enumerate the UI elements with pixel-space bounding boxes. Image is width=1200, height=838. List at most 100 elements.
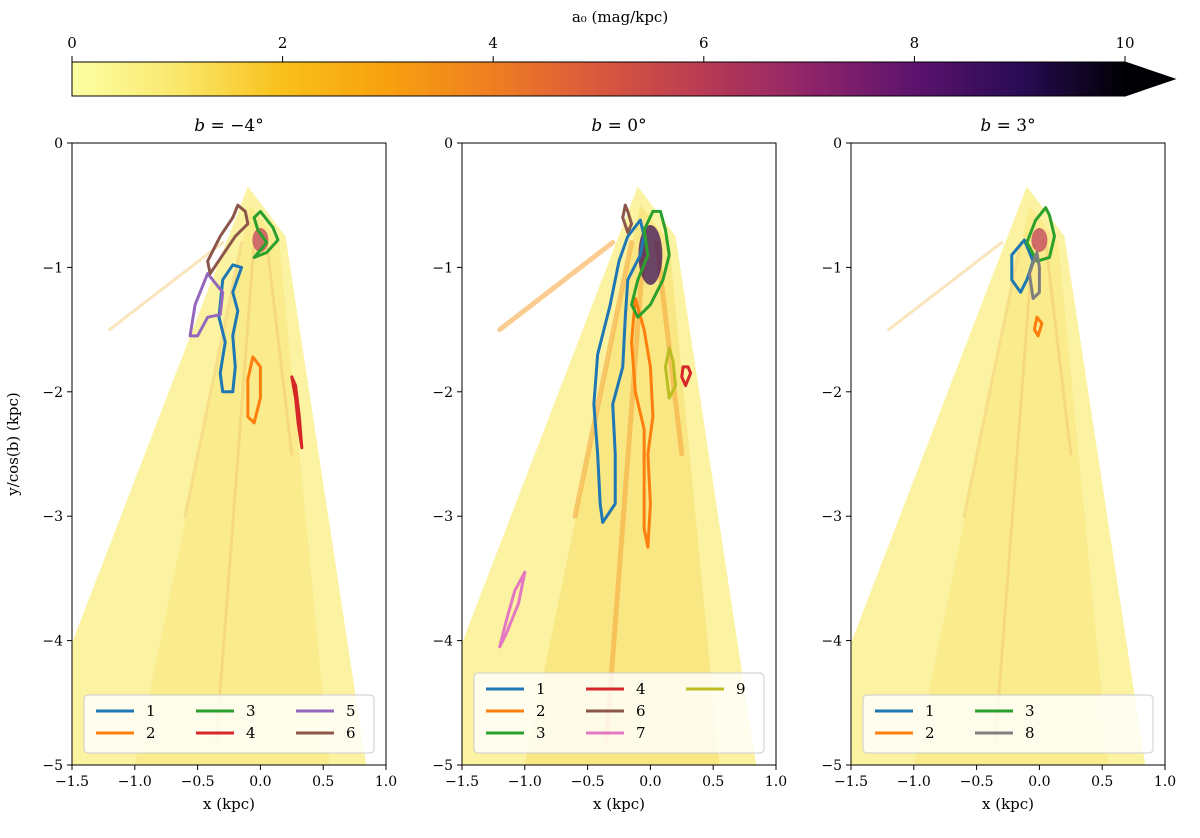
contour-8 — [1027, 250, 1041, 300]
panel-3: b = 3° −1.5 −1.0 −0.5 0.0 0.5 1.0 0 −1 −2 −3 −4 −5 x … — [821, 116, 1176, 813]
panel-frame — [850, 142, 1166, 766]
legend-label: 3 — [536, 724, 546, 742]
legend-label: 1 — [536, 680, 546, 698]
x-tick-label: −1.5 — [834, 774, 868, 790]
y-tick-label: −5 — [821, 758, 842, 774]
extinction-streak — [497, 240, 616, 333]
y-tick-label: −1 — [42, 260, 63, 276]
legend-item-1: 1 — [875, 702, 935, 720]
x-tick-label: −0.5 — [181, 774, 215, 790]
panel-frame — [71, 142, 387, 766]
panel-title-prefix: b = — [591, 116, 627, 136]
contour-5 — [188, 272, 225, 338]
y-tick-label: −2 — [821, 385, 842, 401]
legend-item-3: 3 — [975, 702, 1035, 720]
x-tick-label: −0.5 — [960, 774, 994, 790]
legend-frame — [862, 694, 1154, 754]
extinction-streak — [993, 241, 1035, 742]
x-tick-label: 1.0 — [765, 774, 787, 790]
legend-item-4: 4 — [196, 724, 256, 742]
extinction-streak — [603, 240, 647, 743]
contour-3 — [630, 209, 671, 319]
panel-title: b = 0° — [591, 116, 646, 136]
y-tick-label: −3 — [821, 509, 842, 525]
legend-frame — [473, 672, 765, 754]
extinction-streak — [962, 241, 1023, 518]
y-tick-label: 0 — [833, 136, 842, 152]
panel-2: b = 0° −1.5 −1.0 −0.5 0.0 0.5 1.0 0 −1 −2 −3 −4 −5 x … — [432, 116, 787, 813]
extinction-streak — [887, 241, 1004, 332]
colorbar-tick-label: 6 — [699, 34, 709, 52]
colorbar-tick-label: 2 — [278, 34, 288, 52]
extinction-map-core — [134, 205, 330, 765]
y-tick-label: −1 — [821, 260, 842, 276]
panel-3-plot-area — [851, 186, 1146, 765]
legend-item-1: 1 — [96, 702, 156, 720]
x-tick-label: 1.0 — [375, 774, 397, 790]
extinction-streak — [183, 241, 244, 518]
panel-frame — [461, 142, 777, 766]
contour-6 — [206, 203, 250, 276]
colorbar-tick-label: 4 — [488, 34, 498, 52]
panel-title-value: 0° — [627, 116, 646, 136]
legend-item-6: 6 — [586, 702, 646, 720]
legend-label: 1 — [925, 702, 935, 720]
contour-7 — [498, 570, 527, 649]
legend-item-3: 3 — [486, 724, 546, 742]
legend: 1 2 3 4 5 6 — [83, 694, 375, 754]
extinction-peak — [638, 224, 663, 285]
legend-label: 8 — [1025, 724, 1035, 742]
panel-1-plot-area — [72, 186, 367, 765]
legend-label: 7 — [636, 724, 646, 742]
legend-label: 2 — [925, 724, 935, 742]
legend: 1 2 3 4 6 7 9 — [473, 672, 765, 754]
panels: b = −4° −1.5 −1.0 −0.5 0.0 0.5 1.0 0 −1 −2 −3 −4 −5 x… — [4, 116, 1176, 813]
legend-item-2: 2 — [486, 702, 546, 720]
x-axis-label: x (kpc) — [593, 795, 645, 813]
x-tick-label: 0.0 — [1028, 774, 1050, 790]
legend-label: 2 — [146, 724, 156, 742]
extinction-streak — [108, 241, 225, 332]
y-tick-label: −3 — [432, 509, 453, 525]
x-tick-label: 1.0 — [1154, 774, 1176, 790]
x-tick-label: −1.5 — [55, 774, 89, 790]
contour-9 — [663, 346, 678, 400]
panel-title-value: 3° — [1016, 116, 1035, 136]
contour-2 — [1032, 315, 1044, 338]
legend-item-1: 1 — [486, 680, 546, 698]
y-axis-label: y/cos(b) (kpc) — [4, 392, 22, 497]
legend-label: 5 — [346, 702, 356, 720]
legend-label: 1 — [146, 702, 156, 720]
legend-item-3: 3 — [196, 702, 256, 720]
extinction-peak — [1031, 228, 1048, 253]
y-tick-label: 0 — [444, 136, 453, 152]
panel-1: b = −4° −1.5 −1.0 −0.5 0.0 0.5 1.0 0 −1 −2 −3 −4 −5 x… — [4, 116, 397, 813]
panel-title-prefix: b = — [194, 116, 230, 136]
colorbar-tick-label: 10 — [1115, 34, 1134, 52]
y-tick-label: −5 — [432, 758, 453, 774]
colorbar-tick-label: 8 — [910, 34, 920, 52]
legend-item-2: 2 — [875, 724, 935, 742]
contour-6 — [621, 203, 634, 235]
y-tick-label: −4 — [432, 634, 453, 650]
y-tick-label: 0 — [54, 136, 63, 152]
legend-item-6: 6 — [296, 724, 356, 742]
contour-4 — [680, 365, 693, 388]
extinction-streak — [265, 241, 294, 456]
legend-label: 3 — [246, 702, 256, 720]
extinction-streak — [572, 240, 635, 519]
legend-item-5: 5 — [296, 702, 356, 720]
colorbar-tick-label: 0 — [67, 34, 77, 52]
legend-label: 6 — [636, 702, 646, 720]
x-tick-label: 0.5 — [312, 774, 334, 790]
y-tick-label: −4 — [821, 634, 842, 650]
contour-2 — [630, 297, 655, 549]
x-tick-label: −1.5 — [445, 774, 479, 790]
colorbar-ticks: 0 2 4 6 8 10 — [67, 34, 1135, 62]
extinction-map-core — [913, 205, 1109, 765]
legend-item-8: 8 — [975, 724, 1035, 742]
legend-label: 2 — [536, 702, 546, 720]
panel-title: b = −4° — [194, 116, 264, 136]
x-tick-label: 0.5 — [702, 774, 724, 790]
